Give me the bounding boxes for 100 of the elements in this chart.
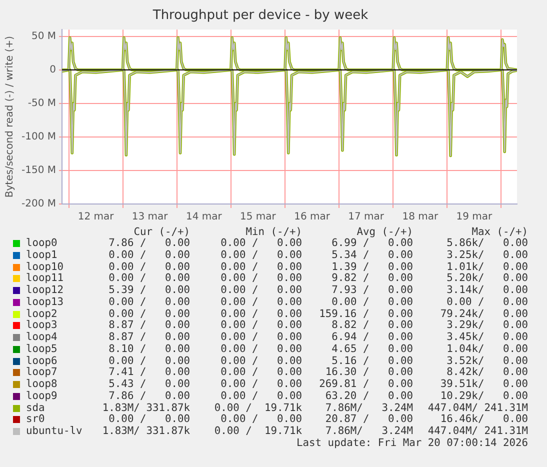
text: 0.00 / 19.71k (214, 425, 302, 437)
text: 8.82 / 0.00 (332, 319, 413, 332)
legend-label: loop5 (26, 342, 58, 355)
text: 0.00 / 0.00 (108, 260, 190, 272)
text: 0.00 / 0.00 (108, 272, 190, 284)
text: 6.94 / 0.00 (332, 331, 413, 343)
text: 16.46k/ 0.00 (440, 413, 528, 426)
text: Cur (-/+) (134, 226, 190, 238)
text: 0.00 / 0.00 (332, 296, 413, 308)
text: 7.93 / 0.00 (332, 284, 413, 296)
text: 3.25k/ 0.00 (446, 248, 528, 261)
text: 5.39 / 0.00 (108, 284, 190, 296)
text: 7.86 / 0.00 (108, 390, 190, 402)
text: 8.42k/ 0.00 (446, 366, 528, 378)
text: 9.82 / 0.00 (332, 272, 413, 284)
text: 0.00 / 0.00 (108, 413, 190, 426)
text: 0.00 / 0.00 (446, 296, 528, 308)
text: 0.00 / 0.00 (220, 413, 302, 426)
text: 0.00 / 0.00 (220, 342, 302, 355)
legend-label: loop10 (26, 260, 64, 272)
text: 63.20 / 0.00 (325, 390, 413, 402)
legend-label: loop4 (26, 331, 58, 343)
y-tick-label: -50 M (28, 98, 56, 109)
x-tick-label: 16 mar (294, 212, 331, 223)
text: 447.04M/ 241.31M (428, 402, 528, 414)
text: 0.00 / 0.00 (220, 378, 302, 390)
legend-label: sr0 (26, 413, 45, 426)
text: 8.10 / 0.00 (108, 342, 190, 355)
legend-label: loop8 (26, 378, 58, 390)
y-tick-label: -100 M (21, 132, 56, 143)
text: 3.14k/ 0.00 (446, 284, 528, 296)
text: 0.00 / 0.00 (220, 248, 302, 261)
text: 5.86k/ 0.00 (446, 237, 528, 249)
legend-label: loop6 (26, 354, 58, 366)
text: 8.87 / 0.00 (108, 331, 190, 343)
text: 5.43 / 0.00 (108, 378, 190, 390)
legend-label: loop7 (26, 366, 58, 378)
legend-label: loop12 (26, 284, 64, 296)
text: 20.87 / 0.00 (325, 413, 413, 426)
text: 0.00 / 0.00 (220, 308, 302, 320)
legend-label: loop13 (26, 296, 64, 308)
x-tick-label: 13 mar (132, 212, 169, 223)
text: Avg (-/+) (356, 226, 413, 238)
text: 0.00 / 0.00 (220, 331, 302, 343)
x-tick-label: 14 mar (186, 212, 223, 223)
text: 3.45k/ 0.00 (446, 331, 528, 343)
x-tick-label: 15 mar (240, 212, 277, 223)
text: 7.86M/ 3.24M (325, 402, 413, 414)
x-tick-label: 17 mar (348, 212, 385, 223)
text: Max (-/+) (472, 226, 528, 238)
legend-label: loop3 (26, 319, 58, 332)
y-axis-title: Bytes/second read (-) / write (+) (4, 36, 16, 198)
y-tick-label: -150 M (21, 165, 56, 176)
text: 39.51k/ 0.00 (440, 378, 528, 390)
legend-label: loop9 (26, 390, 58, 402)
y-tick-label: 0 (50, 64, 56, 76)
text: 0.00 / 0.00 (220, 390, 302, 402)
text: 0.00 / 0.00 (220, 237, 302, 249)
y-tick-label: -200 M (21, 198, 56, 210)
text: 0.00 / 0.00 (220, 272, 302, 284)
x-tick-label: 19 mar (456, 212, 494, 223)
legend-label: ubuntu-lv (26, 425, 82, 437)
text: 0.00 / 0.00 (108, 308, 190, 320)
legend-label: sda (26, 402, 45, 414)
text: 269.81 / 0.00 (319, 378, 413, 390)
text: 16.30 / 0.00 (325, 366, 413, 378)
text: 7.86M/ 3.24M (325, 425, 413, 437)
text: 7.41 / 0.00 (108, 366, 190, 378)
text: Last update: Fri Mar 20 07:00:14 2026 (296, 437, 528, 449)
y-tick-label: 50 M (31, 30, 56, 42)
text: 8.87 / 0.00 (108, 319, 190, 332)
text: 0.00 / 0.00 (220, 354, 302, 366)
text: 0.00 / 0.00 (220, 284, 302, 296)
text: 5.16 / 0.00 (332, 354, 413, 366)
text: 1.39 / 0.00 (332, 260, 413, 272)
text: 0.00 / 0.00 (108, 354, 190, 366)
chart-title: Throughput per device - by week (152, 8, 369, 24)
text: 447.04M/ 241.31M (428, 425, 528, 437)
text: 1.01k/ 0.00 (446, 260, 528, 272)
text: 1.83M/ 331.87k (102, 425, 190, 437)
text: 7.86 / 0.00 (108, 237, 190, 249)
text: 0.00 / 0.00 (220, 260, 302, 272)
text: 0.00 / 0.00 (108, 248, 190, 261)
text: 1.83M/ 331.87k (102, 402, 190, 414)
text: 0.00 / 19.71k (214, 402, 302, 414)
text: 79.24k/ 0.00 (440, 308, 528, 320)
x-tick-label: 18 mar (402, 212, 439, 223)
legend-label: loop2 (26, 308, 58, 320)
x-tick-label: 12 mar (78, 212, 115, 223)
text: 0.00 / 0.00 (220, 319, 302, 332)
text: 159.16 / 0.00 (319, 308, 413, 320)
text: 5.20k/ 0.00 (446, 272, 528, 284)
legend-label: loop11 (26, 272, 64, 284)
legend-label: loop1 (26, 248, 58, 261)
text: 5.34 / 0.00 (332, 248, 413, 261)
text: 4.65 / 0.00 (332, 342, 413, 355)
text: 6.99 / 0.00 (332, 237, 413, 249)
text: 3.52k/ 0.00 (446, 354, 528, 366)
text: 0.00 / 0.00 (220, 296, 302, 308)
text: 0.00 / 0.00 (220, 366, 302, 378)
